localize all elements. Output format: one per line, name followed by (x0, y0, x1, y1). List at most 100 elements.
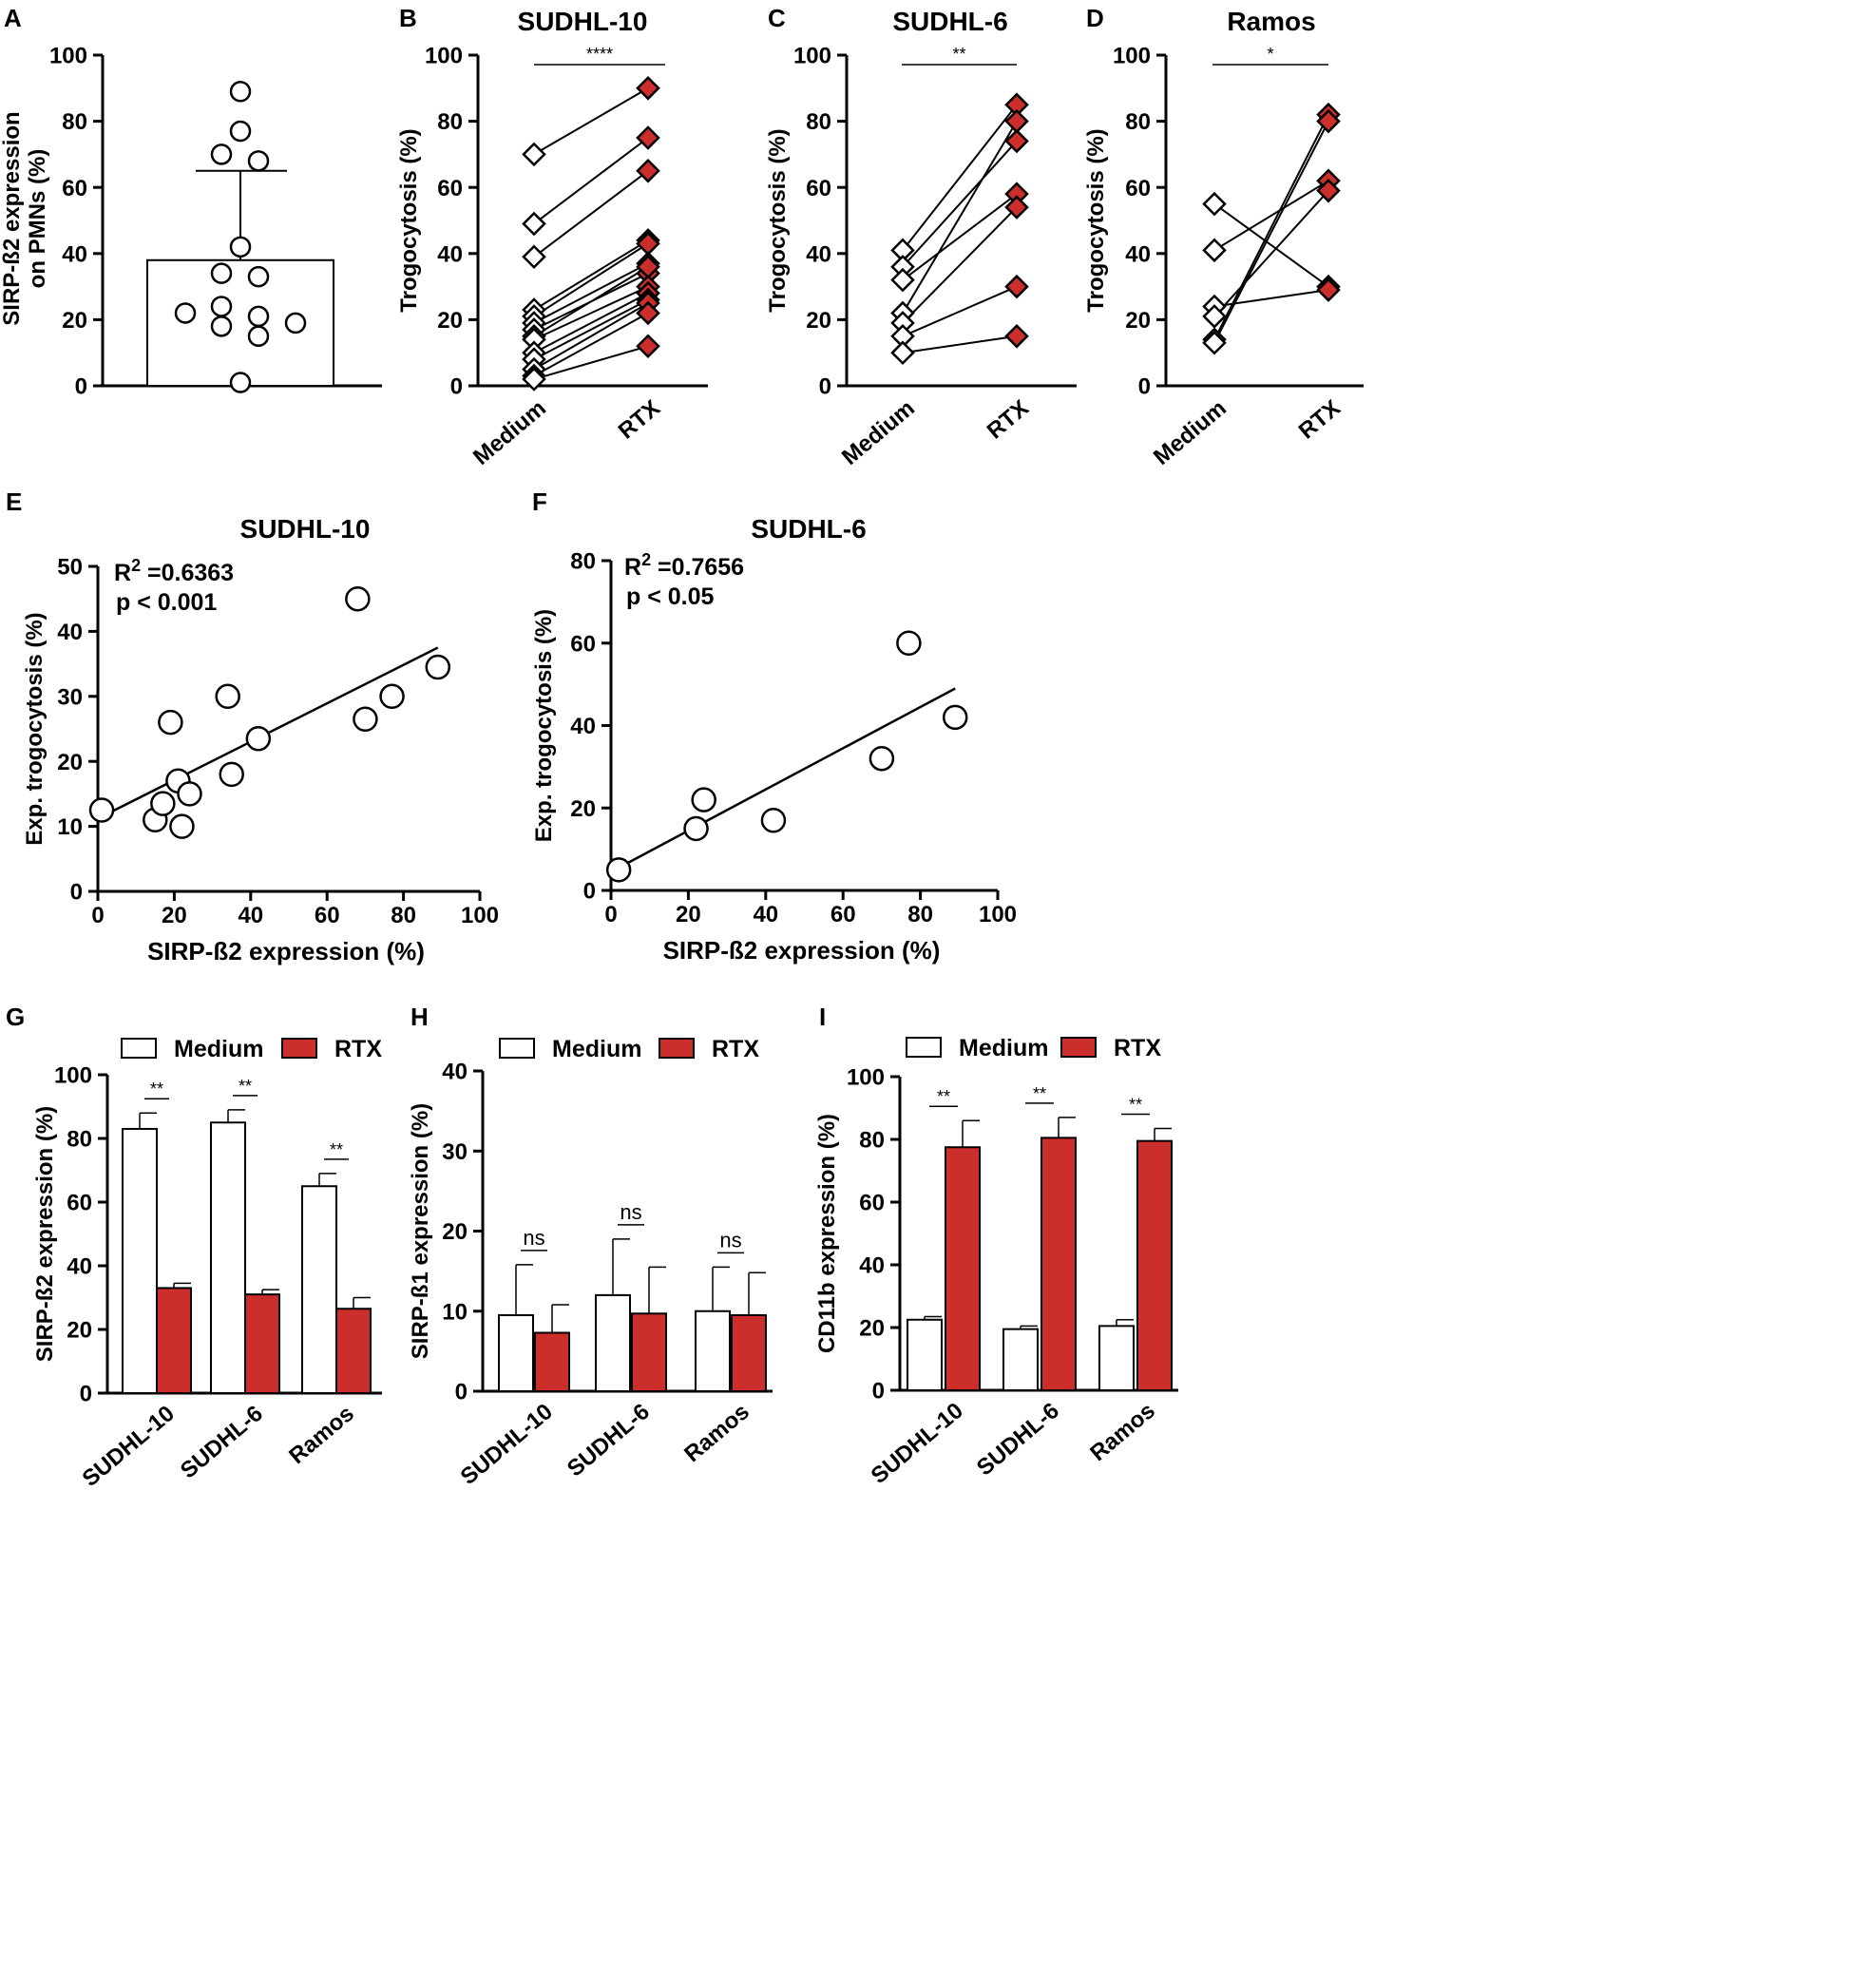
chart-title: SUDHL-10 (240, 514, 371, 544)
y-tick-label: 0 (819, 374, 831, 400)
pair-line (533, 312, 649, 377)
x-tick-label: SUDHL-10 (456, 1399, 558, 1490)
x-tick-label: RTX (1294, 395, 1346, 445)
pair-line (533, 285, 649, 341)
panel-b: B SUDHL-10 0 20 40 60 80 100 Trogocytosis (%) ***… (396, 4, 708, 470)
panel-i: I Medium RTX 0 20 40 60 80 100 CD11b expression (… (814, 1003, 1178, 1489)
pair-line (902, 206, 1018, 324)
data-point (88, 797, 115, 823)
y-tick-label: 60 (67, 1191, 92, 1216)
medium-point (522, 211, 546, 237)
y-tick-label: 80 (62, 109, 87, 135)
data-point (210, 262, 233, 284)
medium-point (1202, 304, 1227, 329)
x-tick-label: Medium (1149, 395, 1231, 470)
pair-line (533, 298, 649, 361)
x-tick-label: 0 (604, 902, 617, 927)
y-axis-label: SIRP-ß1 expression (%) (408, 1103, 433, 1359)
legend-label-rtx: RTX (712, 1036, 759, 1062)
y-tick-label: 80 (806, 109, 831, 135)
r-squared-sup: 2 (641, 550, 651, 569)
medium-point (1202, 191, 1227, 217)
data-point (215, 683, 240, 710)
legend-swatch-rtx (281, 1038, 317, 1059)
y-tick-label: 100 (793, 44, 831, 69)
chart-title: Ramos (1227, 7, 1315, 36)
y-axis-label: Trogocytosis (%) (765, 128, 791, 312)
x-tick-label: Ramos (284, 1401, 359, 1469)
rtx-bar (335, 1308, 372, 1394)
significance-label: ns (620, 1200, 641, 1224)
y-tick-label: 20 (67, 1318, 92, 1344)
y-axis-label-line-2: on PMNs (%) (25, 149, 50, 289)
y-axis-label: Trogocytosis (%) (396, 128, 422, 312)
y-tick-label: 0 (455, 1380, 468, 1405)
y-tick-label: 60 (62, 176, 87, 201)
y-tick-label: 60 (437, 176, 463, 201)
pair-line (902, 104, 1018, 251)
panel-label: C (768, 4, 786, 32)
pair-line (533, 262, 649, 324)
y-axis-label: Exp. trogocytosis (%) (531, 609, 557, 842)
medium-point (890, 267, 915, 293)
x-tick-label: SUDHL-6 (176, 1401, 268, 1484)
x-tick-label: Medium (468, 395, 551, 470)
significance-label: ** (239, 1077, 252, 1096)
x-tick-label: 100 (461, 903, 499, 928)
rtx-point (1316, 277, 1341, 302)
y-tick-label: 80 (859, 1128, 885, 1154)
pair-line (902, 285, 1018, 337)
data-point (247, 150, 270, 172)
chart-title: SUDHL-10 (518, 7, 648, 36)
y-tick-label: 20 (442, 1219, 468, 1245)
data-point (896, 630, 922, 656)
rtx-bar (1041, 1137, 1077, 1391)
data-point (210, 315, 233, 337)
chart-title: SUDHL-6 (892, 7, 1007, 36)
rtx-bar (156, 1287, 192, 1394)
rtx-point (636, 125, 660, 150)
y-tick-label: 40 (1125, 241, 1151, 267)
y-tick-label: 100 (54, 1063, 92, 1089)
rtx-point (636, 76, 660, 101)
rtx-bar (731, 1313, 767, 1393)
rtx-point (636, 334, 660, 359)
data-point (345, 585, 371, 612)
y-tick-label: 40 (437, 241, 463, 267)
pair-line (533, 345, 649, 381)
y-tick-label: 10 (442, 1299, 468, 1325)
significance-label: ** (937, 1087, 950, 1106)
data-point (247, 265, 270, 288)
legend-label-medium: Medium (959, 1035, 1048, 1061)
data-point (177, 781, 202, 807)
panel-label: E (6, 487, 22, 516)
r-squared: R2 =0.6363 (114, 556, 234, 586)
rtx-point (636, 159, 660, 183)
medium-point (1202, 330, 1227, 355)
x-tick-label: 40 (753, 902, 778, 927)
data-point (245, 726, 272, 752)
rtx-bar (1136, 1139, 1173, 1392)
y-tick-label: 40 (570, 714, 596, 739)
panel-h: H Medium RTX 0 10 20 30 40 SIRP-ß1 expression (%… (408, 1003, 773, 1490)
legend-label-rtx: RTX (334, 1036, 382, 1062)
data-point (247, 305, 270, 328)
rtx-bar (631, 1312, 667, 1392)
y-tick-label: 20 (806, 308, 831, 334)
legend-label-medium: Medium (174, 1036, 263, 1062)
panel-label: A (4, 4, 22, 32)
y-tick-label: 20 (570, 796, 596, 822)
x-tick-label: RTX (983, 395, 1034, 445)
data-point (158, 709, 183, 736)
x-tick-label: SUDHL-6 (563, 1399, 655, 1482)
medium-bar (301, 1185, 337, 1394)
y-tick-label: 0 (583, 879, 596, 905)
medium-point (890, 340, 915, 365)
rtx-point (1004, 195, 1029, 220)
data-point (760, 808, 787, 833)
y-tick-label: 40 (442, 1060, 468, 1085)
medium-point (522, 142, 546, 167)
x-tick-label: 60 (315, 903, 340, 928)
significance-label: ** (150, 1080, 163, 1099)
y-tick-label: 0 (70, 880, 83, 906)
